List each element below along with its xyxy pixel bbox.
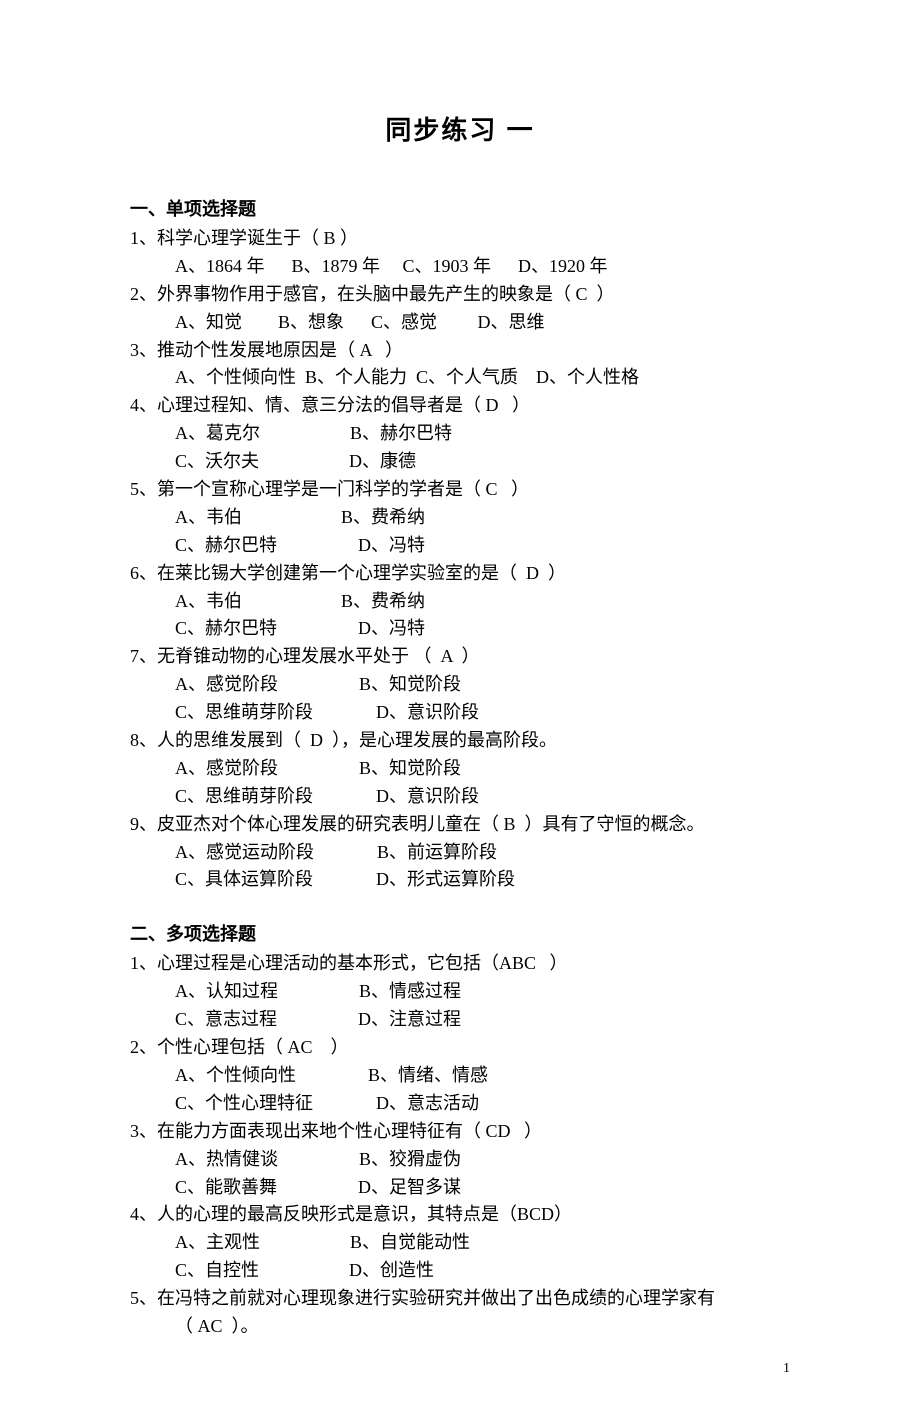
question-item: 3、在能力方面表现出来地个性心理特征有（ CD ） A、热情健谈 B、狡猾虚伪 … — [130, 1118, 790, 1202]
question-options: A、感觉阶段 B、知觉阶段 — [130, 755, 790, 783]
section-2: 二、多项选择题 1、心理过程是心理活动的基本形式，它包括（ABC ） A、认知过… — [130, 920, 790, 1340]
question-options: C、思维萌芽阶段 D、意识阶段 — [130, 783, 790, 811]
question-item: 7、无脊锥动物的心理发展水平处于 （ A ） A、感觉阶段 B、知觉阶段 C、思… — [130, 643, 790, 727]
question-options: C、能歌善舞 D、足智多谋 — [130, 1174, 790, 1202]
question-options: C、自控性 D、创造性 — [130, 1257, 790, 1285]
question-stem: 5、第一个宣称心理学是一门科学的学者是（ C ） — [130, 476, 790, 504]
question-item: 4、人的心理的最高反映形式是意识，其特点是（BCD） A、主观性 B、自觉能动性… — [130, 1201, 790, 1285]
question-item: 5、在冯特之前就对心理现象进行实验研究并做出了出色成绩的心理学家有 （ AC ）… — [130, 1285, 790, 1341]
question-options: C、个性心理特征 D、意志活动 — [130, 1090, 790, 1118]
section-gap — [130, 894, 790, 912]
question-stem: 2、外界事物作用于感官，在头脑中最先产生的映象是（ C ） — [130, 281, 790, 309]
question-item: 8、人的思维发展到（ D ），是心理发展的最高阶段。 A、感觉阶段 B、知觉阶段… — [130, 727, 790, 811]
question-stem: 4、心理过程知、情、意三分法的倡导者是（ D ） — [130, 392, 790, 420]
question-stem: 3、推动个性发展地原因是（ A ） — [130, 337, 790, 365]
question-item: 4、心理过程知、情、意三分法的倡导者是（ D ） A、葛克尔 B、赫尔巴特 C、… — [130, 392, 790, 476]
question-options: A、韦伯 B、费希纳 — [130, 504, 790, 532]
question-stem: 1、心理过程是心理活动的基本形式，它包括（ABC ） — [130, 950, 790, 978]
question-stem: 8、人的思维发展到（ D ），是心理发展的最高阶段。 — [130, 727, 790, 755]
question-stem: 1、科学心理学诞生于（ B ） — [130, 225, 790, 253]
question-stem: 6、在莱比锡大学创建第一个心理学实验室的是（ D ） — [130, 560, 790, 588]
question-stem: 3、在能力方面表现出来地个性心理特征有（ CD ） — [130, 1118, 790, 1146]
question-options: A、认知过程 B、情感过程 — [130, 978, 790, 1006]
question-options: （ AC ）。 — [130, 1313, 790, 1341]
question-options: A、个性倾向性 B、个人能力 C、个人气质 D、个人性格 — [130, 364, 790, 392]
section-1: 一、单项选择题 1、科学心理学诞生于（ B ） A、1864 年 B、1879 … — [130, 195, 790, 894]
question-item: 1、心理过程是心理活动的基本形式，它包括（ABC ） A、认知过程 B、情感过程… — [130, 950, 790, 1034]
question-options: A、主观性 B、自觉能动性 — [130, 1229, 790, 1257]
question-stem: 5、在冯特之前就对心理现象进行实验研究并做出了出色成绩的心理学家有 — [130, 1285, 790, 1313]
section-heading: 二、多项选择题 — [130, 920, 790, 946]
question-options: C、具体运算阶段 D、形式运算阶段 — [130, 866, 790, 894]
question-options: A、韦伯 B、费希纳 — [130, 588, 790, 616]
question-item: 2、个性心理包括（ AC ） A、个性倾向性 B、情绪、情感 C、个性心理特征 … — [130, 1034, 790, 1118]
question-options: A、感觉阶段 B、知觉阶段 — [130, 671, 790, 699]
question-options: C、思维萌芽阶段 D、意识阶段 — [130, 699, 790, 727]
question-options: C、赫尔巴特 D、冯特 — [130, 532, 790, 560]
question-options: A、知觉 B、想象 C、感觉 D、思维 — [130, 309, 790, 337]
question-stem: 9、皮亚杰对个体心理发展的研究表明儿童在（ B ）具有了守恒的概念。 — [130, 811, 790, 839]
question-stem: 4、人的心理的最高反映形式是意识，其特点是（BCD） — [130, 1201, 790, 1229]
question-options: A、热情健谈 B、狡猾虚伪 — [130, 1146, 790, 1174]
question-options: A、感觉运动阶段 B、前运算阶段 — [130, 839, 790, 867]
question-stem: 2、个性心理包括（ AC ） — [130, 1034, 790, 1062]
question-item: 2、外界事物作用于感官，在头脑中最先产生的映象是（ C ） A、知觉 B、想象 … — [130, 281, 790, 337]
question-options: C、意志过程 D、注意过程 — [130, 1006, 790, 1034]
question-options: A、1864 年 B、1879 年 C、1903 年 D、1920 年 — [130, 253, 790, 281]
question-options: C、沃尔夫 D、康德 — [130, 448, 790, 476]
question-options: A、葛克尔 B、赫尔巴特 — [130, 420, 790, 448]
question-options: C、赫尔巴特 D、冯特 — [130, 615, 790, 643]
page-title: 同步练习 一 — [130, 110, 790, 147]
question-item: 9、皮亚杰对个体心理发展的研究表明儿童在（ B ）具有了守恒的概念。 A、感觉运… — [130, 811, 790, 895]
page-number: 1 — [783, 1361, 790, 1377]
question-options: A、个性倾向性 B、情绪、情感 — [130, 1062, 790, 1090]
question-item: 5、第一个宣称心理学是一门科学的学者是（ C ） A、韦伯 B、费希纳 C、赫尔… — [130, 476, 790, 560]
question-stem: 7、无脊锥动物的心理发展水平处于 （ A ） — [130, 643, 790, 671]
question-item: 1、科学心理学诞生于（ B ） A、1864 年 B、1879 年 C、1903… — [130, 225, 790, 281]
document-page: 同步练习 一 一、单项选择题 1、科学心理学诞生于（ B ） A、1864 年 … — [0, 0, 920, 1401]
section-heading: 一、单项选择题 — [130, 195, 790, 221]
question-item: 6、在莱比锡大学创建第一个心理学实验室的是（ D ） A、韦伯 B、费希纳 C、… — [130, 560, 790, 644]
question-item: 3、推动个性发展地原因是（ A ） A、个性倾向性 B、个人能力 C、个人气质 … — [130, 337, 790, 393]
